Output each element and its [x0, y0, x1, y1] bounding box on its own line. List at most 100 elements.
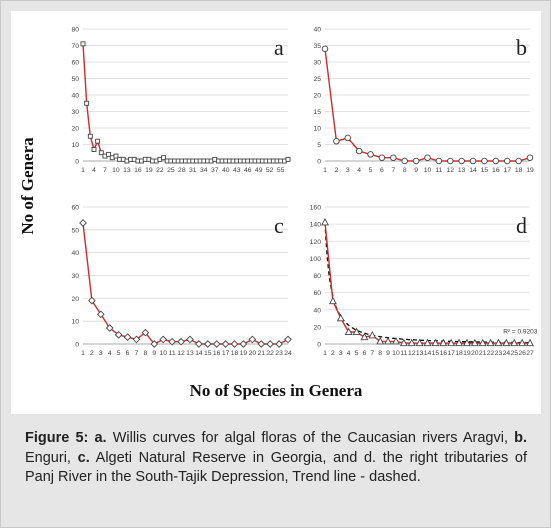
data-point	[328, 296, 337, 305]
x-tick-label: 34	[200, 167, 208, 174]
chart-panel-d: 0 20 40 60 80 100 120 140 160 1 2 3 4 5 6 7 8 9 10 11 12 13 14…	[303, 199, 538, 364]
y-tick-label: 0	[75, 159, 79, 166]
x-tick-label: 2	[90, 350, 94, 357]
data-point	[177, 337, 185, 346]
data-point	[239, 340, 248, 348]
data-point	[502, 338, 511, 347]
x-tick-label: 52	[266, 167, 274, 174]
x-tick-label: 19	[526, 167, 534, 174]
series-line	[324, 222, 530, 344]
x-tick-label: 2	[334, 167, 338, 174]
y-tick-label: 5	[317, 142, 321, 149]
data-point	[95, 138, 101, 144]
data-point	[424, 154, 431, 161]
x-tick-label: 23	[275, 350, 283, 357]
x-tick-label: 9	[386, 350, 390, 357]
data-point	[275, 340, 283, 348]
series-line	[82, 43, 289, 162]
x-tick-label: 7	[103, 167, 107, 174]
x-tick-label: 17	[222, 350, 230, 357]
x-tick-label: 16	[439, 350, 447, 357]
data-point	[439, 338, 448, 347]
y-tick-label: 10	[313, 126, 321, 133]
x-tick-label: 15	[432, 350, 440, 357]
caption-label: Figure 5:	[25, 430, 89, 446]
data-point	[486, 338, 495, 347]
x-tick-label: 18	[515, 167, 523, 174]
caption-bold-0: a.	[94, 430, 107, 446]
x-tick-label: 21	[257, 350, 265, 357]
panel-letter: c	[274, 213, 284, 238]
x-tick-label: 19	[463, 350, 471, 357]
y-tick-label: 120	[310, 239, 322, 246]
y-tick-label: 60	[313, 290, 321, 297]
x-tick-label: 10	[392, 350, 400, 357]
x-tick-label: 25	[510, 350, 518, 357]
panel-letter: b	[516, 35, 527, 60]
data-point	[113, 153, 119, 159]
x-tick-label: 13	[458, 167, 466, 174]
data-point	[212, 340, 221, 348]
x-tick-label: 24	[284, 350, 292, 357]
data-point	[161, 155, 166, 161]
x-tick-label: 14	[195, 350, 203, 357]
x-tick-label: 11	[169, 350, 176, 357]
x-tick-label: 12	[446, 167, 454, 174]
y-tick-label: 20	[313, 324, 321, 331]
x-tick-label: 28	[178, 167, 186, 174]
panel-letter: a	[274, 35, 284, 60]
y-tick-label: 20	[71, 126, 79, 133]
x-tick-label: 13	[123, 167, 131, 174]
data-point	[257, 340, 266, 348]
x-tick-label: 10	[112, 167, 120, 174]
x-tick-label: 8	[144, 350, 148, 357]
figure-area: 0 10 20 30 40 50 60 70 80 1 4 7 10 13 16 19 22 25 28 31 34 37…	[11, 11, 541, 414]
y-tick-label: 0	[75, 342, 79, 349]
data-point	[515, 157, 522, 165]
x-tick-label: 16	[492, 167, 500, 174]
caption-bold-1: b.	[514, 430, 527, 446]
x-tick-label: 20	[249, 350, 257, 357]
data-point	[481, 157, 488, 165]
x-tick-label: 9	[414, 167, 418, 174]
data-point	[123, 333, 132, 341]
data-point	[87, 133, 93, 139]
x-tick-label: 17	[503, 167, 511, 174]
y-tick-label: 15	[313, 109, 321, 116]
y-tick-label: 70	[71, 43, 79, 50]
x-tick-label: 18	[455, 350, 463, 357]
x-tick-label: 19	[145, 167, 153, 174]
y-tick-label: 40	[71, 93, 79, 100]
y-tick-label: 10	[71, 142, 79, 149]
data-point	[336, 313, 345, 322]
data-point	[478, 338, 487, 347]
y-tick-label: 40	[313, 27, 321, 34]
data-point	[114, 331, 123, 339]
x-tick-label: 16	[213, 350, 221, 357]
x-tick-label: 7	[135, 350, 139, 357]
y-tick-label: 35	[313, 43, 321, 50]
data-point	[80, 41, 86, 47]
data-point	[321, 217, 329, 226]
data-point	[360, 332, 369, 341]
y-tick-label: 160	[310, 205, 322, 212]
x-tick-label: 20	[471, 350, 479, 357]
x-tick-label: 12	[177, 350, 185, 357]
data-point	[392, 336, 400, 345]
data-point	[518, 338, 527, 347]
x-tick-label: 11	[435, 167, 442, 174]
x-tick-label: 3	[346, 167, 350, 174]
caption-text-0: Willis curves for algal floras of the Ca…	[106, 430, 515, 446]
y-tick-label: 60	[71, 60, 79, 67]
data-point	[376, 336, 385, 345]
x-tick-label: 4	[92, 167, 96, 174]
x-tick-label: 13	[186, 350, 194, 357]
r2-label: R² = 0.9203	[503, 329, 538, 336]
data-point	[132, 335, 141, 344]
data-point	[344, 134, 352, 142]
data-point	[510, 338, 519, 347]
data-point	[105, 324, 114, 332]
